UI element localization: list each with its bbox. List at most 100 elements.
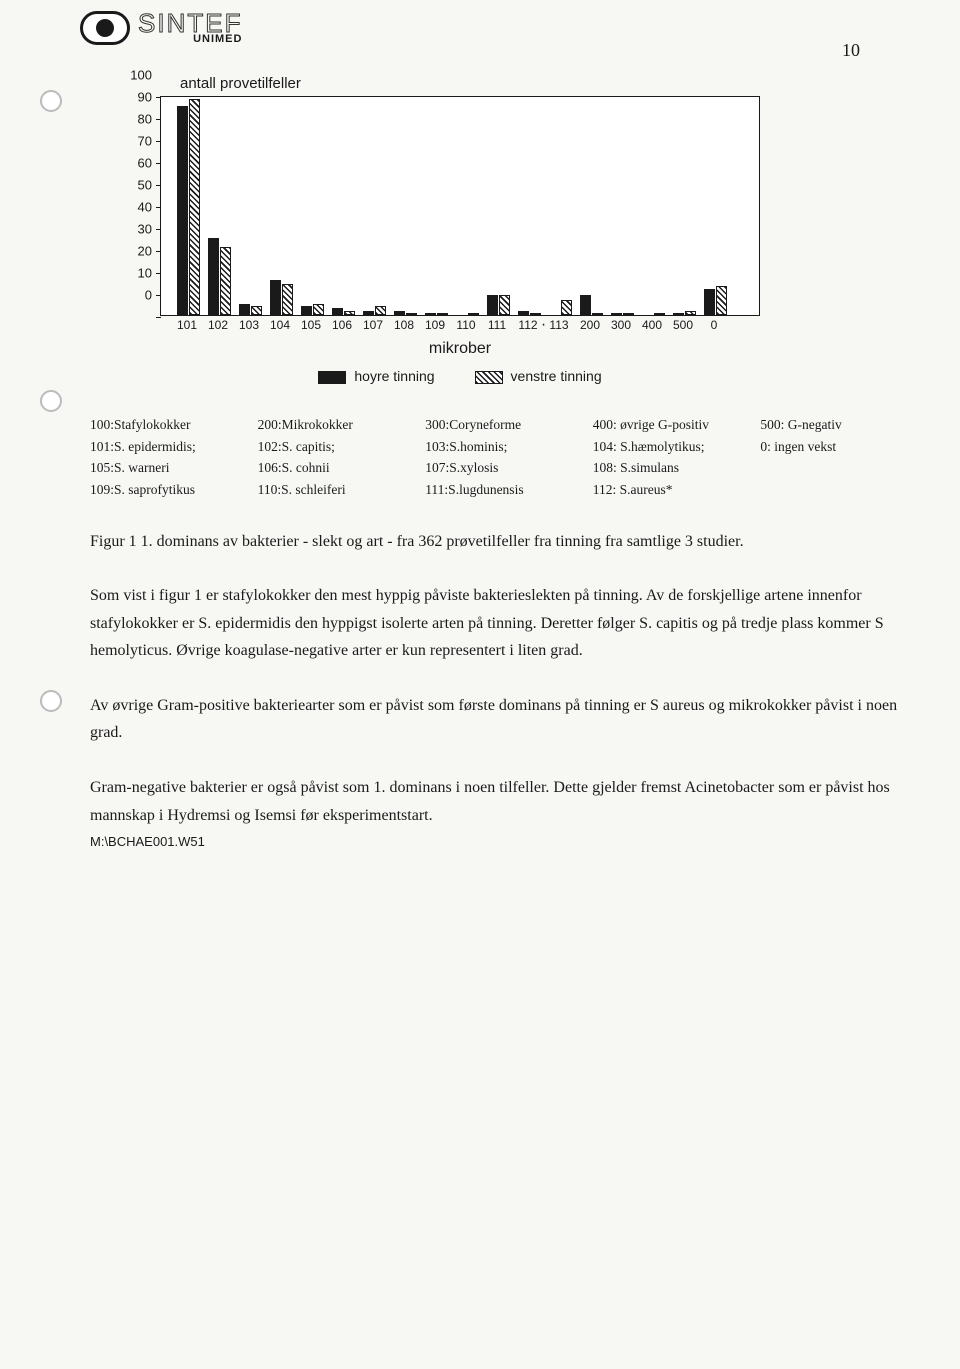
- legend-label: venstre tinning: [511, 368, 602, 384]
- logo: SINTEF UNIMED: [80, 10, 900, 45]
- bar: [530, 313, 541, 315]
- bar: [716, 286, 727, 315]
- bar: [251, 306, 262, 315]
- legend-item: hoyre tinning: [318, 368, 434, 384]
- bar-group: [456, 313, 480, 315]
- key-column: 200:Mikrokokker102:S. capitis;106:S. coh…: [258, 414, 398, 500]
- bar-group: [673, 311, 697, 315]
- x-tick-label: 109: [425, 318, 445, 332]
- bar: [425, 313, 436, 315]
- figure-caption: Figur 1 1. dominans av bakterier - slekt…: [90, 530, 900, 554]
- bar: [685, 311, 696, 315]
- bar: [282, 284, 293, 315]
- bar: [592, 313, 603, 315]
- bar: [332, 308, 343, 315]
- x-tick-label: 101: [177, 318, 197, 332]
- key-column: 500: G-negativ0: ingen vekst: [760, 414, 900, 500]
- bar: [344, 311, 355, 315]
- footer-path: M:\BCHAE001.W51: [90, 834, 205, 849]
- key-entry: 103:S.hominis;: [425, 436, 565, 458]
- x-tick-label: 500: [673, 318, 693, 332]
- bar-group: [487, 295, 511, 315]
- x-tick-label: 107: [363, 318, 383, 332]
- bar: [518, 311, 529, 315]
- x-tick-label: 110: [456, 318, 475, 332]
- legend-swatch: [475, 371, 503, 384]
- x-tick-label: 108: [394, 318, 414, 332]
- bar: [177, 106, 188, 315]
- x-tick-label: 400: [642, 318, 662, 332]
- x-tick-label: 106: [332, 318, 352, 332]
- punch-hole: [40, 90, 62, 112]
- x-tick-label: 113: [549, 318, 568, 332]
- key-entry: 102:S. capitis;: [258, 436, 398, 458]
- y-tick-label: 100: [130, 68, 152, 83]
- y-axis-labels: 0102030405060708090100: [120, 75, 156, 295]
- logo-icon: [80, 11, 130, 45]
- y-tick-label: 0: [145, 288, 152, 303]
- key-entry: 110:S. schleiferi: [258, 479, 398, 501]
- x-axis-labels: 101 102 103 104 105 106 107 108 109 110 111 112 113 2…: [160, 316, 760, 334]
- bar-group: [518, 311, 542, 315]
- body-paragraph: Gram-negative bakterier er også påvist s…: [90, 774, 900, 828]
- bar-group: [208, 238, 232, 315]
- bar-group: [394, 311, 418, 315]
- bar-group: [177, 99, 201, 315]
- x-tick-label: 105: [301, 318, 321, 332]
- y-tick-label: 70: [138, 134, 152, 149]
- x-tick-label: 0: [711, 318, 718, 332]
- bar: [654, 313, 665, 315]
- species-key: 100:Stafylokokker101:S. epidermidis;105:…: [90, 414, 900, 500]
- bar-group: [425, 313, 449, 315]
- bar: [239, 304, 250, 315]
- body-paragraph: Av øvrige Gram-positive bakteriearter so…: [90, 692, 900, 746]
- bar-group: [301, 304, 325, 315]
- y-tick-label: 90: [138, 90, 152, 105]
- chart-container: antall provetilfeller 010203040506070809…: [120, 75, 760, 384]
- x-tick-label: 104: [270, 318, 290, 332]
- key-entry: 105:S. warneri: [90, 457, 230, 479]
- bar: [673, 313, 684, 315]
- bar: [301, 306, 312, 315]
- bar: [406, 313, 417, 315]
- legend-item: venstre tinning: [475, 368, 602, 384]
- key-entry: 300:Coryneforme: [425, 414, 565, 436]
- legend-label: hoyre tinning: [354, 368, 434, 384]
- bar-group: [704, 286, 728, 315]
- bar: [270, 280, 281, 315]
- y-tick-label: 50: [138, 178, 152, 193]
- key-entry: 0: ingen vekst: [760, 436, 900, 458]
- x-tick-label: 111: [488, 318, 506, 332]
- x-tick-label: 112: [518, 318, 537, 332]
- bar: [208, 238, 219, 315]
- bar: [499, 295, 510, 315]
- x-tick-label: 200: [580, 318, 600, 332]
- key-entry: 111:S.lugdunensis: [425, 479, 565, 501]
- key-entry: 108: S.simulans: [593, 457, 733, 479]
- key-entry: 100:Stafylokokker: [90, 414, 230, 436]
- bar: [220, 247, 231, 315]
- bar: [487, 295, 498, 315]
- y-tick-label: 80: [138, 112, 152, 127]
- x-tick-label: 103: [239, 318, 259, 332]
- bar: [437, 313, 448, 315]
- key-column: 400: øvrige G-positiv104: S.hæmolytikus;…: [593, 414, 733, 500]
- logo-sub-text: UNIMED: [193, 34, 242, 45]
- x-tick-label: 102: [208, 318, 228, 332]
- bar: [313, 304, 324, 315]
- page-number: 10: [842, 40, 860, 61]
- bar-chart: [160, 96, 760, 316]
- key-entry: 104: S.hæmolytikus;: [593, 436, 733, 458]
- key-entry: 107:S.xylosis: [425, 457, 565, 479]
- key-entry: 109:S. saprofytikus: [90, 479, 230, 501]
- chart-title: antall provetilfeller: [180, 75, 760, 92]
- y-tick-label: 60: [138, 156, 152, 171]
- key-entry: 400: øvrige G-positiv: [593, 414, 733, 436]
- bar: [189, 99, 200, 315]
- bar: [580, 295, 591, 315]
- y-tick-label: 40: [138, 200, 152, 215]
- bar: [468, 313, 479, 315]
- key-entry: 106:S. cohnii: [258, 457, 398, 479]
- bar: [363, 311, 374, 315]
- y-tick-label: 10: [138, 266, 152, 281]
